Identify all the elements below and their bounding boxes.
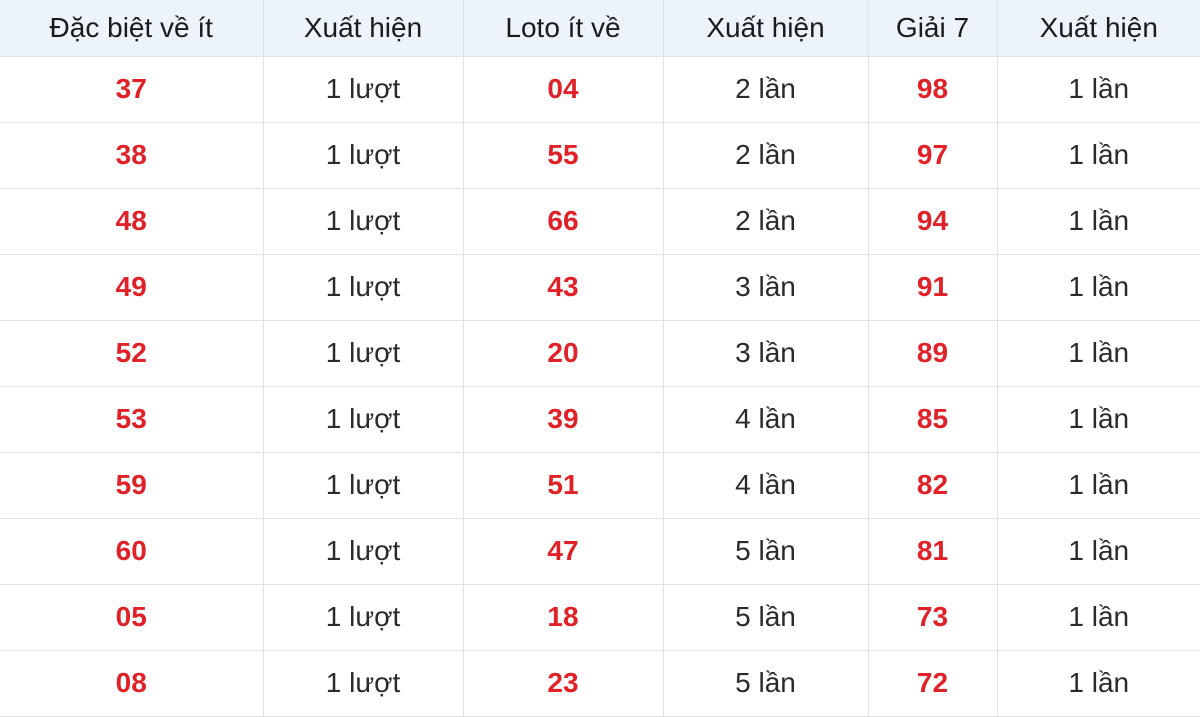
number-cell: 60 (0, 517, 264, 585)
frequency-cell: 1 lượt (262, 583, 464, 651)
frequency-cell: 1 lượt (262, 55, 464, 123)
column-header-special-rare: Đặc biệt về ít (0, 0, 264, 57)
frequency-cell: 1 lần (996, 319, 1200, 387)
table-row: 60 1 lượt 47 5 lần 81 1 lần (0, 517, 1200, 585)
number-cell: 04 (462, 55, 664, 123)
number-cell: 66 (462, 187, 664, 255)
frequency-cell: 1 lần (996, 517, 1200, 585)
frequency-cell: 5 lần (662, 583, 869, 651)
number-cell: 97 (867, 121, 998, 189)
table-row: 37 1 lượt 04 2 lần 98 1 lần (0, 55, 1200, 123)
table-row: 52 1 lượt 20 3 lần 89 1 lần (0, 319, 1200, 387)
number-cell: 39 (462, 385, 664, 453)
frequency-cell: 1 lần (996, 451, 1200, 519)
number-cell: 51 (462, 451, 664, 519)
number-cell: 38 (0, 121, 264, 189)
frequency-cell: 1 lượt (262, 187, 464, 255)
column-header-prize-7: Giải 7 (867, 0, 998, 57)
number-cell: 89 (867, 319, 998, 387)
number-cell: 85 (867, 385, 998, 453)
frequency-cell: 3 lần (662, 319, 869, 387)
number-cell: 91 (867, 253, 998, 321)
number-cell: 08 (0, 649, 264, 717)
number-cell: 55 (462, 121, 664, 189)
number-cell: 18 (462, 583, 664, 651)
frequency-cell: 1 lần (996, 121, 1200, 189)
number-cell: 73 (867, 583, 998, 651)
number-cell: 43 (462, 253, 664, 321)
frequency-cell: 1 lượt (262, 253, 464, 321)
column-header-loto-rare: Loto ít về (462, 0, 664, 57)
number-cell: 94 (867, 187, 998, 255)
table-row: 38 1 lượt 55 2 lần 97 1 lần (0, 121, 1200, 189)
number-cell: 47 (462, 517, 664, 585)
number-cell: 59 (0, 451, 264, 519)
table-row: 05 1 lượt 18 5 lần 73 1 lần (0, 583, 1200, 651)
frequency-cell: 5 lần (662, 649, 869, 717)
frequency-cell: 1 lần (996, 187, 1200, 255)
frequency-cell: 1 lần (996, 583, 1200, 651)
table-row: 53 1 lượt 39 4 lần 85 1 lần (0, 385, 1200, 453)
number-cell: 82 (867, 451, 998, 519)
frequency-cell: 4 lần (662, 385, 869, 453)
number-cell: 72 (867, 649, 998, 717)
number-cell: 81 (867, 517, 998, 585)
frequency-cell: 2 lần (662, 121, 869, 189)
table-body: 37 1 lượt 04 2 lần 98 1 lần 38 1 lượt 55 2 lần 97 1… (0, 55, 1200, 717)
column-header-occurrence-loto: Xuất hiện (662, 0, 869, 57)
frequency-cell: 1 lần (996, 253, 1200, 321)
frequency-cell: 1 lần (996, 385, 1200, 453)
frequency-cell: 3 lần (662, 253, 869, 321)
header-row: Đặc biệt về ít Xuất hiện Loto ít về Xuất… (0, 0, 1200, 57)
number-cell: 98 (867, 55, 998, 123)
frequency-cell: 1 lần (996, 649, 1200, 717)
column-header-occurrence-special: Xuất hiện (262, 0, 464, 57)
frequency-cell: 1 lượt (262, 517, 464, 585)
number-cell: 05 (0, 583, 264, 651)
frequency-cell: 4 lần (662, 451, 869, 519)
table-row: 08 1 lượt 23 5 lần 72 1 lần (0, 649, 1200, 717)
frequency-cell: 1 lượt (262, 319, 464, 387)
number-cell: 48 (0, 187, 264, 255)
frequency-cell: 1 lượt (262, 451, 464, 519)
number-cell: 52 (0, 319, 264, 387)
frequency-cell: 1 lượt (262, 649, 464, 717)
frequency-cell: 1 lượt (262, 121, 464, 189)
number-cell: 53 (0, 385, 264, 453)
frequency-cell: 1 lần (996, 55, 1200, 123)
frequency-cell: 1 lượt (262, 385, 464, 453)
table-row: 48 1 lượt 66 2 lần 94 1 lần (0, 187, 1200, 255)
number-cell: 23 (462, 649, 664, 717)
column-header-occurrence-prize7: Xuất hiện (996, 0, 1200, 57)
number-cell: 37 (0, 55, 264, 123)
number-cell: 49 (0, 253, 264, 321)
frequency-cell: 2 lần (662, 187, 869, 255)
table-row: 49 1 lượt 43 3 lần 91 1 lần (0, 253, 1200, 321)
number-cell: 20 (462, 319, 664, 387)
frequency-cell: 5 lần (662, 517, 869, 585)
frequency-cell: 2 lần (662, 55, 869, 123)
table-row: 59 1 lượt 51 4 lần 82 1 lần (0, 451, 1200, 519)
